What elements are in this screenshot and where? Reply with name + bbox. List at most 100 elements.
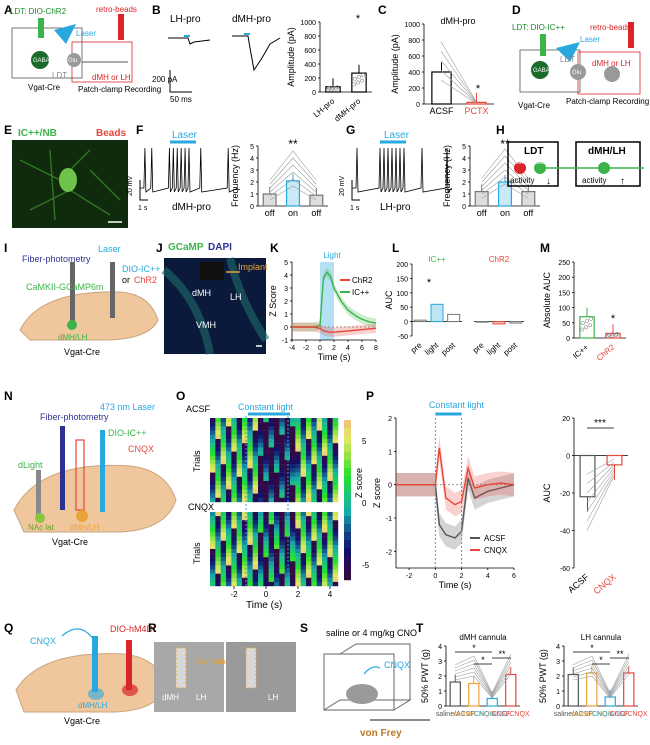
heat-cell <box>220 540 227 546</box>
region-dmh: dMH <box>192 288 211 298</box>
heat-cell <box>332 565 339 570</box>
heat-cell <box>231 565 237 570</box>
heat-cell <box>220 561 227 566</box>
heat-cell <box>284 540 291 546</box>
heat-cell <box>258 447 264 452</box>
cannula-track-2 <box>245 647 257 689</box>
region-lh-2: LH <box>268 693 278 702</box>
opsin-label: DIO-IC++ <box>108 428 147 438</box>
data-point <box>589 316 593 321</box>
heat-cell <box>268 532 275 537</box>
heat-cell <box>311 573 317 578</box>
heat-cell <box>311 422 317 427</box>
heat-cell <box>274 481 280 486</box>
heat-cell <box>242 426 248 431</box>
heat-cell <box>215 581 221 587</box>
heat-cell <box>274 460 280 465</box>
heat-cell <box>263 489 269 494</box>
x-tick-label: off <box>523 208 533 218</box>
heat-cell <box>252 544 259 550</box>
heat-cell <box>247 489 253 494</box>
heat-cell <box>311 472 317 477</box>
target-label: dMH/LH <box>58 333 88 342</box>
heat-cell <box>295 430 301 435</box>
heat-cell <box>322 524 328 529</box>
y-axis-label: 50% PWT (g) <box>538 649 548 703</box>
heat-cell <box>242 451 248 456</box>
heat-cell <box>210 497 216 503</box>
heat-cell <box>284 426 291 431</box>
paired-line <box>269 164 317 189</box>
data-point <box>351 82 356 87</box>
heat-cell <box>316 544 323 550</box>
y-axis-label: Amplitude (pA) <box>390 34 400 94</box>
heat-cell <box>306 476 312 482</box>
heat-cell <box>316 464 323 469</box>
heat-cell <box>279 472 285 477</box>
heat-cell <box>242 573 248 578</box>
heat-cell <box>311 516 317 521</box>
heat-cell <box>300 434 307 440</box>
heat-cell <box>242 443 248 448</box>
heat-cell <box>258 455 264 461</box>
heat-cell <box>247 451 253 456</box>
heat-cell <box>332 455 339 461</box>
heat-cell <box>220 577 227 583</box>
heat-cell <box>210 464 216 469</box>
heat-cell <box>284 485 291 490</box>
colorbar-step <box>344 540 351 549</box>
y-tick-label: 50 <box>400 305 408 312</box>
panel-label-J: J <box>156 241 163 255</box>
heat-cell <box>274 422 280 427</box>
heat-cell <box>236 443 243 448</box>
heat-cell <box>236 512 243 517</box>
heatmap-x-axis: -2 0 2 4 <box>230 586 333 599</box>
heat-cell <box>290 485 296 490</box>
scale-bar <box>169 70 192 93</box>
colorbar-step <box>344 476 351 485</box>
heat-cell <box>279 455 285 461</box>
heat-cell <box>242 536 248 541</box>
heat-cell <box>316 485 323 490</box>
heat-cell <box>231 443 237 448</box>
ldt-label: LDT <box>52 71 67 80</box>
heat-cell <box>322 468 328 473</box>
data-point <box>588 323 592 328</box>
heat-cell <box>252 443 259 448</box>
heat-cell <box>284 455 291 461</box>
heat-cell <box>258 443 264 448</box>
heat-cell <box>236 481 243 486</box>
colorbar-step <box>344 460 351 469</box>
heat-cell <box>279 544 285 550</box>
heat-cell <box>252 489 259 494</box>
label-beads: Beads <box>96 128 126 139</box>
heat-cell <box>215 516 221 521</box>
heat-cell <box>306 569 312 574</box>
heat-cell <box>247 553 253 558</box>
heat-cell <box>322 528 328 533</box>
heat-cell <box>311 493 317 498</box>
heat-cell <box>268 451 275 456</box>
heat-cell <box>215 485 221 490</box>
panel-R-histology: Cannula dMH LH LH <box>154 642 296 712</box>
heat-cell <box>263 418 269 423</box>
heat-cell <box>268 464 275 469</box>
heat-cell <box>300 544 307 550</box>
heat-cell <box>231 520 237 525</box>
test-label: von Frey <box>360 728 402 739</box>
heat-cell <box>247 468 253 473</box>
heat-cell <box>242 455 248 461</box>
heat-cell <box>284 468 291 473</box>
heat-cell <box>290 468 296 473</box>
heat-cell <box>210 577 216 583</box>
heat-cell <box>210 565 216 570</box>
heat-cell <box>247 422 253 427</box>
heat-cell <box>300 460 307 465</box>
heat-cell <box>332 493 339 498</box>
x-tick-label: ACSF <box>429 106 454 116</box>
significance-star: * <box>481 655 485 665</box>
heat-cell <box>210 426 216 431</box>
mouse-icon <box>346 684 378 704</box>
heat-cell <box>311 485 317 490</box>
